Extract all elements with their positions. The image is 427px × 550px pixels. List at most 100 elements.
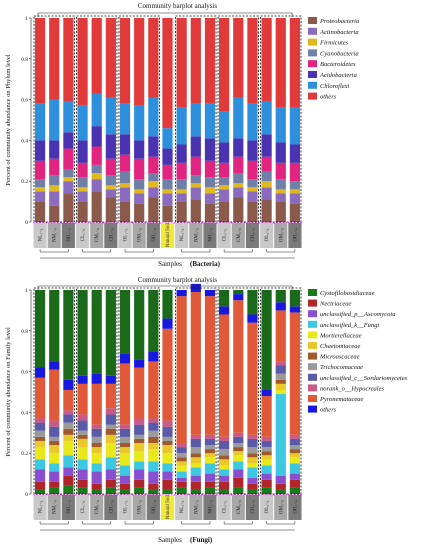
bar-segment <box>148 361 159 419</box>
bar-segment <box>91 471 102 484</box>
bar-segment <box>134 438 145 443</box>
bar-segment <box>275 107 286 143</box>
bar-segment <box>34 489 46 494</box>
bar-segment <box>119 443 131 448</box>
bar-segment <box>289 479 301 488</box>
bar-segment <box>204 160 216 178</box>
bar-segment <box>204 138 216 161</box>
bar-segment <box>91 489 102 494</box>
bar-segment <box>190 438 201 448</box>
sample-label: CH₃₋₀ <box>251 500 256 513</box>
legend-label: norank_o__Hypocreales <box>320 385 384 392</box>
bar-segment <box>105 469 116 480</box>
bar-segment <box>289 457 301 464</box>
sample-label: NL₃₋₀ <box>180 228 185 241</box>
bar-segment <box>119 489 131 494</box>
bar-segment <box>233 18 244 98</box>
sample-label: CM₃₋₀ <box>237 500 242 514</box>
bar-segment <box>275 489 286 494</box>
bar-segment <box>34 18 46 104</box>
bar-segment <box>34 459 46 470</box>
bar-segment <box>233 97 244 139</box>
bar-segment <box>190 103 201 137</box>
bar-segment <box>275 193 286 202</box>
bar-segment <box>261 18 272 102</box>
sample-label: NL₁₋₀ <box>39 500 44 513</box>
bar-segment <box>289 312 301 435</box>
bar-segment <box>261 451 272 456</box>
bar-segment <box>162 18 173 129</box>
bar-segment <box>233 173 244 184</box>
bar-segment <box>134 424 145 435</box>
bar-segment <box>34 436 46 441</box>
bar-segment <box>119 187 131 202</box>
legend-swatch <box>308 320 317 328</box>
sample-box <box>189 495 203 520</box>
group-box <box>118 287 160 495</box>
group-box <box>260 287 302 495</box>
legend-label: Actinobacteria <box>319 29 359 36</box>
legend-swatch <box>308 373 317 381</box>
bar-segment <box>119 171 131 184</box>
bar-segment <box>91 126 102 147</box>
bar-segment <box>77 430 88 435</box>
bar-segment <box>176 290 187 297</box>
legend-swatch <box>308 310 317 318</box>
bar-segment <box>34 469 46 482</box>
bar-segment <box>289 193 301 204</box>
sample-label: OH₃₋₀ <box>293 500 298 514</box>
sample-box <box>61 495 75 520</box>
bar-segment <box>261 487 272 494</box>
sample-box <box>203 223 217 248</box>
bar-segment <box>134 193 145 204</box>
group-box <box>76 15 118 223</box>
bar-segment <box>233 447 244 452</box>
bar-segment <box>49 361 60 370</box>
bar-segment <box>162 463 173 472</box>
bar-segment <box>247 453 258 458</box>
sample-label: NL₃₋₀ <box>180 500 185 513</box>
sample-box <box>132 223 146 248</box>
bar-segment <box>261 455 272 460</box>
sample-label: CL₃₋₀ <box>223 500 228 513</box>
bar-segment <box>63 379 74 390</box>
bar-segment <box>247 18 258 104</box>
bar-segment <box>105 414 116 425</box>
sample-box <box>189 223 203 248</box>
group-box <box>260 15 302 223</box>
bar-segment <box>105 428 116 435</box>
bar-segment <box>77 487 88 494</box>
bar-segment <box>204 449 216 454</box>
bar-segment <box>233 487 244 494</box>
sample-bracket <box>124 249 154 253</box>
bar-segment <box>63 290 74 380</box>
sample-box <box>33 495 47 520</box>
bar-segment <box>247 187 258 192</box>
bar-segment <box>275 361 286 366</box>
y-tick-label: 1 <box>25 16 28 22</box>
sample-box <box>274 495 288 520</box>
bar-segment <box>289 487 301 494</box>
bar-segment <box>219 459 230 466</box>
bar-segment <box>204 434 216 439</box>
bar-segment <box>219 314 230 437</box>
bar-segment <box>289 181 301 190</box>
bar-segment <box>49 369 60 421</box>
bar-segment <box>119 134 131 155</box>
bar-segment <box>261 187 272 200</box>
bar-segment <box>49 481 60 488</box>
bar-segment <box>148 430 159 437</box>
bar-segment <box>105 457 116 470</box>
bar-segment <box>49 426 60 437</box>
bar-segment <box>204 438 216 446</box>
bar-segment <box>190 434 201 439</box>
bar-segment <box>148 18 159 98</box>
y-tick-label: 0 <box>25 492 28 498</box>
bar-segment <box>77 479 88 488</box>
bar-segment <box>176 193 187 202</box>
bar-segment <box>134 479 145 488</box>
bar-segment <box>91 18 102 94</box>
legend-swatch <box>308 17 317 24</box>
sample-bracket <box>39 521 69 525</box>
bar-segment <box>261 473 272 480</box>
